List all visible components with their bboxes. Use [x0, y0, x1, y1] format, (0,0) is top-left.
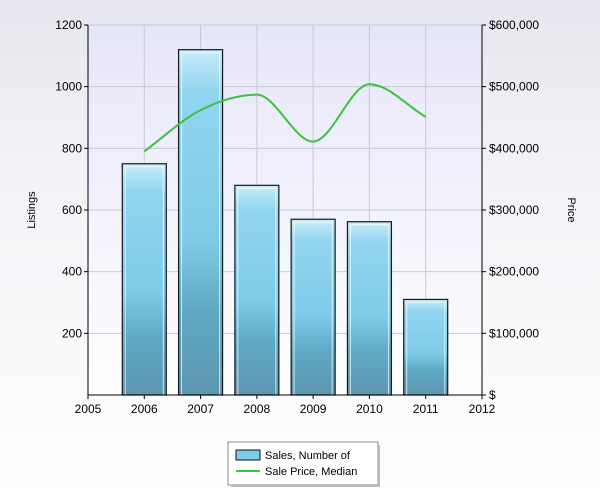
- left-y-tick-label: 1200: [55, 18, 82, 32]
- bar: [346, 221, 393, 396]
- bar: [290, 218, 336, 396]
- x-tick-label: 2006: [131, 402, 158, 416]
- bar: [234, 184, 280, 396]
- x-tick-label: 2005: [75, 402, 102, 416]
- x-tick-label: 2007: [187, 402, 214, 416]
- x-tick-label: 2009: [300, 402, 327, 416]
- tick-labels: 200 400 600 800 1000 1200 $ $100,000 $200,000 $30…: [55, 18, 539, 416]
- left-axis-title: Listings: [26, 191, 38, 229]
- price-line: [143, 83, 427, 153]
- legend-shadow: [231, 485, 380, 487]
- left-y-tick-label: 800: [62, 141, 82, 155]
- left-y-tick-label: 1000: [55, 80, 82, 94]
- right-y-tick-label: $600,000: [489, 18, 539, 32]
- right-y-tick-label: $: [489, 388, 496, 402]
- legend-box: [227, 441, 379, 486]
- legend-label-sales: Sales, Number of: [265, 450, 351, 462]
- x-tick-label: 2010: [356, 402, 383, 416]
- legend: Sales, Number of Sale Price, Median: [227, 441, 380, 487]
- x-tick-label: 2011: [413, 402, 439, 416]
- bar: [403, 298, 449, 396]
- bar: [177, 49, 224, 396]
- x-tick-label: 2008: [244, 402, 271, 416]
- right-y-tick-label: $300,000: [489, 203, 539, 217]
- x-tick-label: 2012: [469, 402, 496, 416]
- axes: [84, 24, 486, 399]
- right-y-tick-label: $400,000: [489, 141, 539, 155]
- left-y-tick-label: 600: [62, 203, 82, 217]
- right-axis-title: Price: [565, 197, 577, 222]
- legend-bar-swatch: [235, 449, 261, 461]
- left-y-tick-label: 400: [62, 265, 82, 279]
- left-y-tick-label: 200: [62, 326, 82, 340]
- right-y-tick-label: $500,000: [489, 80, 539, 94]
- bar: [121, 163, 167, 396]
- right-y-tick-label: $100,000: [489, 326, 539, 340]
- bar-series: [121, 49, 449, 396]
- right-y-tick-label: $200,000: [489, 265, 539, 279]
- line-series: [143, 83, 427, 153]
- legend-label-price: Sale Price, Median: [265, 466, 357, 478]
- legend-shadow: [378, 445, 380, 487]
